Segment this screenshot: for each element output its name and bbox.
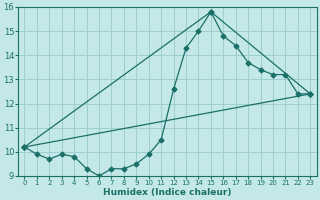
X-axis label: Humidex (Indice chaleur): Humidex (Indice chaleur) — [103, 188, 232, 197]
